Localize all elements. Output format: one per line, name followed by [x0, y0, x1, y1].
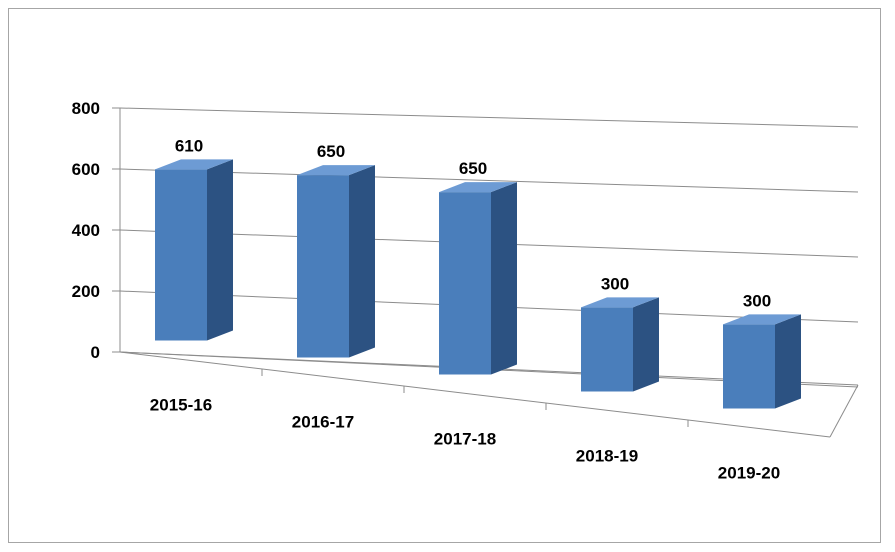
- bar-top: [439, 182, 517, 193]
- labels: 610 2015-16 650 2016-17 650 2017-18 300 2018-19…: [150, 136, 780, 482]
- data-label: 650: [459, 159, 487, 178]
- y-tick-label: 200: [72, 282, 100, 301]
- gridline: [119, 107, 859, 128]
- bar: [723, 324, 775, 409]
- bar-side: [207, 159, 233, 341]
- data-label: 650: [317, 142, 345, 161]
- bar: [581, 307, 633, 392]
- bar: [155, 169, 207, 341]
- data-label: 610: [175, 136, 203, 155]
- x-axis-line: [119, 351, 831, 438]
- bar-top: [297, 165, 375, 176]
- gridline: [119, 168, 859, 193]
- floor-right-edge: [829, 384, 859, 438]
- x-tick-label: 2018-19: [576, 447, 638, 466]
- bar-top: [155, 159, 233, 170]
- x-tick-label: 2019-20: [718, 464, 780, 483]
- y-tick-label: 400: [72, 221, 100, 240]
- bar-side: [633, 297, 659, 392]
- data-label: 300: [743, 291, 771, 310]
- y-tick-label: 0: [91, 343, 100, 362]
- bar-top: [723, 314, 801, 325]
- x-tick-label: 2017-18: [434, 430, 496, 449]
- y-tick-label: 600: [72, 160, 100, 179]
- x-tick-label: 2016-17: [292, 413, 354, 432]
- bars: [155, 159, 801, 409]
- x-tick-label: 2015-16: [150, 396, 212, 415]
- bar: [297, 175, 349, 358]
- bar-top: [581, 297, 659, 308]
- bar-side: [491, 182, 517, 375]
- data-label: 300: [601, 274, 629, 293]
- bar: [439, 192, 491, 375]
- y-tick-label: 800: [72, 99, 100, 118]
- bar-side: [775, 314, 801, 409]
- bar-side: [349, 165, 375, 358]
